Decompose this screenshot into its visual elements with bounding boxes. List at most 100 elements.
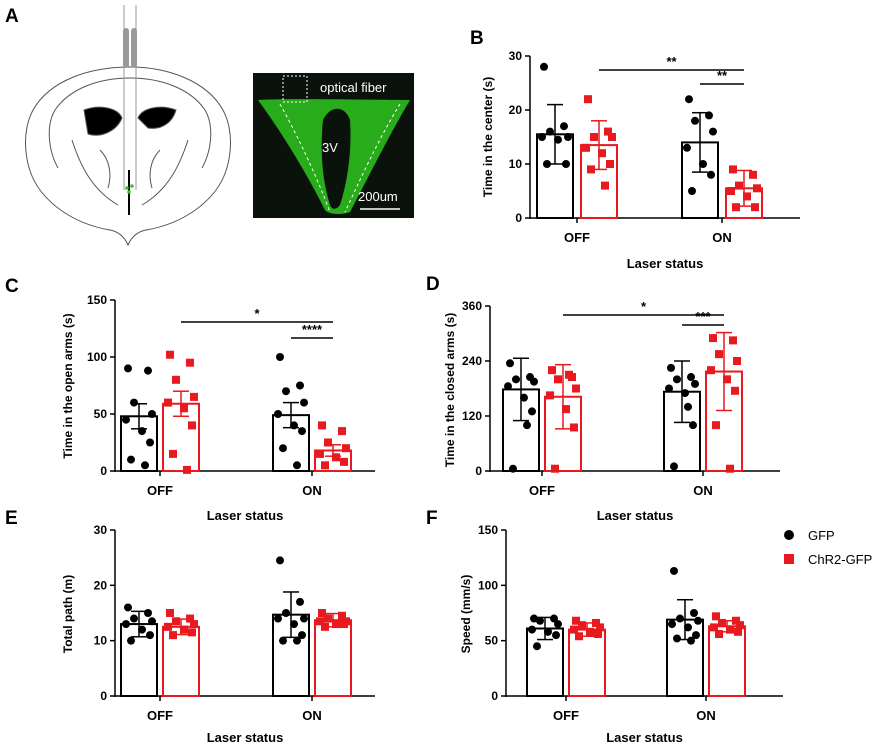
data-point-gfp — [562, 160, 570, 168]
x-axis-title: Laser status — [597, 508, 674, 523]
panel-letter-b: B — [470, 28, 484, 49]
panel-letter-f: F — [426, 508, 438, 529]
x-category-label: ON — [696, 708, 716, 723]
data-point-gfp — [130, 614, 138, 623]
data-point-chr2 — [604, 127, 612, 136]
y-tick-label: 0 — [491, 689, 498, 703]
y-tick-label: 20 — [94, 578, 108, 592]
data-point-chr2 — [321, 622, 329, 631]
y-tick-label: 100 — [87, 350, 107, 364]
legend-label-chr2: ChR2-GFP — [808, 552, 872, 567]
data-point-gfp — [683, 143, 691, 152]
data-point-chr2 — [166, 350, 174, 359]
x-category-label: ON — [302, 708, 322, 723]
data-point-chr2 — [712, 421, 720, 430]
data-point-gfp — [691, 379, 699, 388]
data-point-chr2 — [731, 386, 739, 395]
x-axis-title: Laser status — [207, 730, 284, 745]
data-point-chr2 — [598, 149, 606, 158]
data-point-chr2 — [172, 375, 180, 384]
data-point-gfp — [709, 127, 717, 136]
x-category-label: OFF — [529, 483, 555, 498]
y-tick-label: 10 — [94, 634, 108, 648]
data-point-gfp — [564, 133, 572, 141]
data-point-chr2 — [736, 621, 744, 630]
data-point-chr2 — [743, 192, 751, 201]
bar-chr2 — [162, 625, 200, 697]
data-point-chr2 — [729, 165, 737, 174]
data-point-chr2 — [188, 421, 196, 430]
data-point-chr2 — [332, 453, 340, 462]
data-point-gfp — [705, 111, 713, 120]
data-point-gfp — [279, 444, 287, 453]
y-axis-title: Time in the center (s) — [481, 77, 495, 197]
legend-label-gfp: GFP — [808, 528, 835, 543]
data-point-chr2 — [606, 160, 614, 168]
data-point-gfp — [554, 135, 562, 144]
y-tick-label: 0 — [100, 464, 107, 478]
panel-letter-a: A — [5, 6, 19, 27]
data-point-gfp — [506, 359, 514, 368]
micrograph-scale-label: 200um — [358, 189, 398, 204]
data-point-gfp — [122, 415, 130, 424]
data-point-chr2 — [318, 421, 326, 430]
y-tick-label: 20 — [509, 103, 523, 117]
data-point-gfp — [274, 614, 282, 623]
internal-line-right-2 — [149, 149, 161, 189]
data-point-gfp — [293, 461, 301, 470]
data-point-gfp — [282, 387, 290, 396]
data-point-chr2 — [554, 375, 562, 384]
data-point-gfp — [296, 381, 304, 390]
data-point-gfp — [665, 384, 673, 393]
significance-label: **** — [302, 322, 323, 337]
y-axis-title: Time in the open arms (s) — [61, 313, 75, 458]
dashed-outline-left — [279, 103, 331, 213]
micrograph-label-fiber: optical fiber — [320, 80, 387, 95]
data-point-chr2 — [332, 620, 340, 629]
data-point-gfp — [540, 62, 548, 71]
ventricle-left — [83, 106, 123, 136]
panel-letter-c: C — [5, 276, 19, 297]
chart-time-in-closed-arms: 0 120 240 360 OFF ON Time in the closed arms (… — [443, 299, 780, 523]
data-point-gfp — [690, 609, 698, 617]
data-point-gfp — [274, 410, 282, 418]
y-tick-label: 10 — [509, 157, 523, 171]
data-point-gfp — [509, 464, 517, 473]
data-point-gfp — [676, 614, 684, 623]
data-point-gfp — [681, 389, 689, 398]
y-axis-title: Time in the closed arms (s) — [443, 313, 457, 468]
x-category-label: OFF — [553, 708, 579, 723]
y-tick-label: 0 — [515, 211, 522, 225]
data-point-gfp — [122, 620, 130, 629]
panel-a: A opti — [5, 5, 414, 247]
data-point-chr2 — [594, 630, 602, 639]
data-point-chr2 — [715, 630, 723, 639]
data-point-gfp — [528, 407, 536, 416]
brain-section-schematic — [25, 66, 231, 247]
ventricle-right — [137, 106, 177, 129]
data-point-chr2 — [169, 631, 177, 640]
data-point-chr2 — [572, 616, 580, 625]
data-point-chr2 — [707, 366, 715, 375]
x-category-label: ON — [712, 230, 732, 245]
data-point-gfp — [673, 634, 681, 643]
data-point-gfp — [684, 402, 692, 411]
dashed-outline-right — [344, 103, 401, 213]
data-point-chr2 — [316, 449, 324, 458]
data-point-chr2 — [729, 336, 737, 345]
data-point-chr2 — [584, 95, 592, 104]
data-point-gfp — [687, 373, 695, 382]
data-point-chr2 — [727, 187, 735, 195]
significance-label: * — [254, 306, 260, 321]
data-point-gfp — [276, 353, 284, 361]
chart-time-in-open-arms: 0 50 100 150 OFF ON Time in the open arms (s) L… — [61, 293, 375, 523]
data-point-gfp — [667, 363, 675, 372]
y-axis-title: Speed (mm/s) — [459, 575, 473, 654]
data-point-chr2 — [733, 357, 741, 365]
data-point-gfp — [668, 620, 676, 629]
data-point-chr2 — [608, 133, 616, 141]
data-point-gfp — [689, 421, 697, 430]
y-tick-label: 50 — [94, 407, 108, 421]
data-point-chr2 — [732, 616, 740, 625]
cortex-line-right — [129, 77, 212, 169]
